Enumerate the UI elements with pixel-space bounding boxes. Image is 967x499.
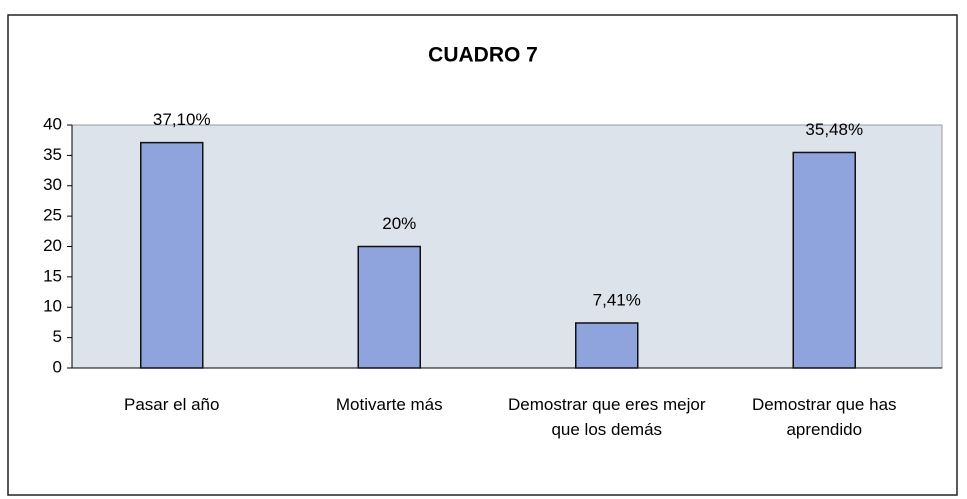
y-tick-label: 20 [43,236,62,255]
bar [575,322,639,369]
x-tick-label: Motivarte más [335,395,443,414]
bar [792,151,856,369]
y-tick-label: 35 [43,145,62,164]
y-tick-label: 30 [43,175,62,194]
y-tick-label: 25 [43,206,62,225]
x-tick-label: Demostrar que has aprendido [751,395,897,439]
data-label: 35,48% [805,120,863,139]
data-label: 37,10% [153,110,211,129]
x-tick-label: Demostrar que eres mejor que los demás [508,395,706,439]
y-tick-label: 0 [53,357,62,376]
chart-title: CUADRO 7 [428,44,538,67]
data-label: 7,41% [593,290,641,309]
y-tick-label: 15 [43,266,62,285]
y-tick-label: 5 [53,327,62,346]
y-tick-label: 40 [43,114,62,133]
y-tick-label: 10 [43,297,62,316]
x-tick-label: Pasar el año [124,395,220,414]
data-label: 20% [382,214,416,233]
bar [357,245,421,369]
bar [140,141,204,369]
